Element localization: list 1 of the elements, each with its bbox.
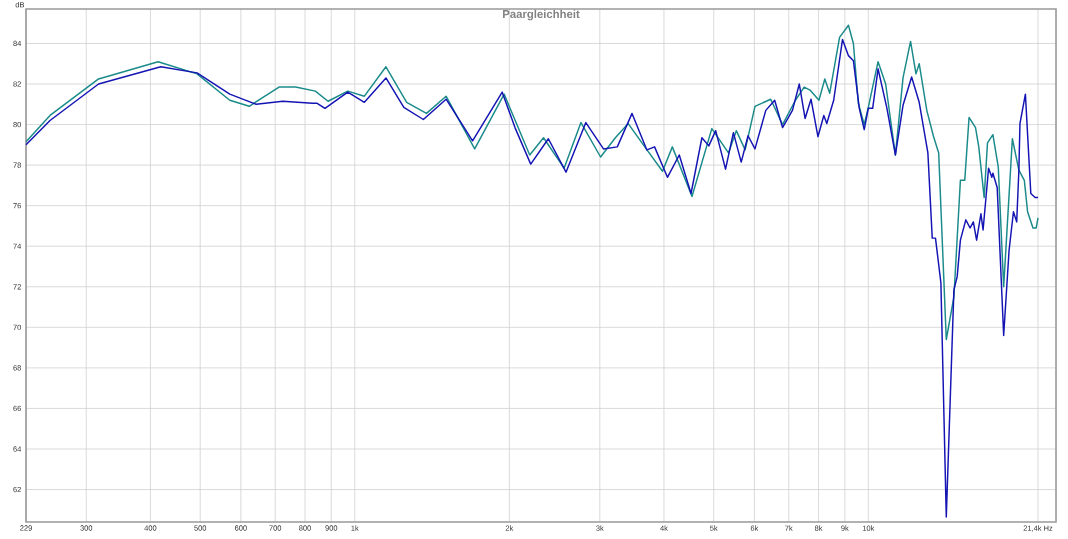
chart-title: Paargleichheit xyxy=(503,9,580,21)
